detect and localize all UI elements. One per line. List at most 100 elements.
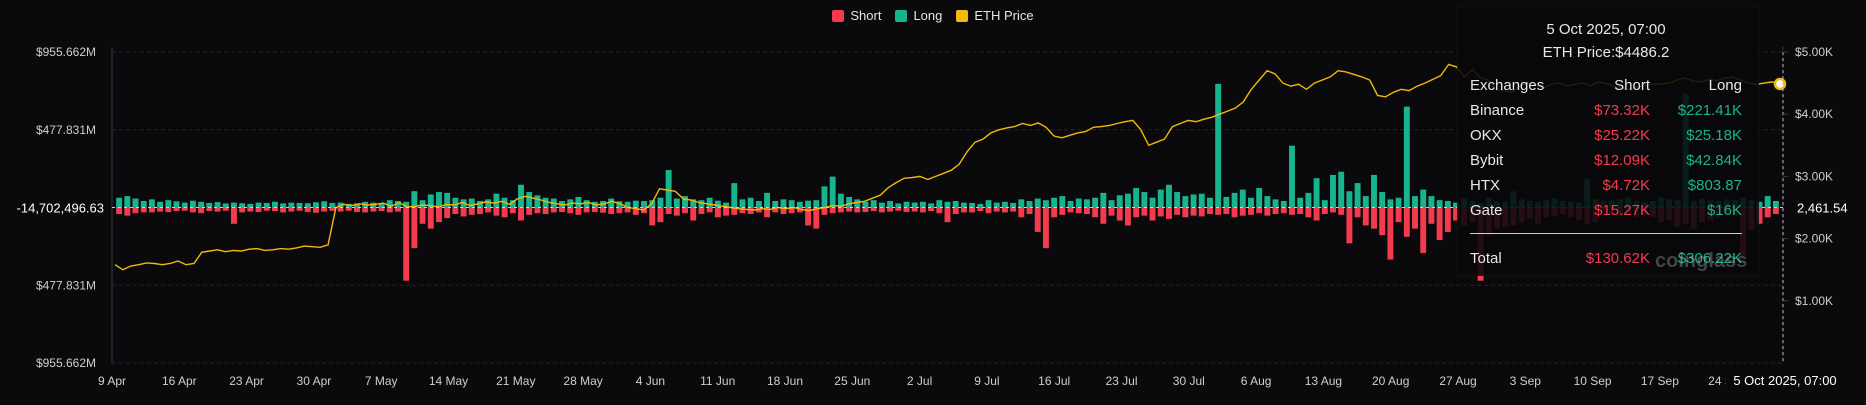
x-axis-tick-label: 27 Aug bbox=[1439, 374, 1476, 388]
short-bar bbox=[1272, 207, 1279, 215]
short-bar bbox=[411, 207, 418, 249]
long-bar bbox=[690, 199, 697, 208]
short-bar bbox=[928, 207, 935, 212]
short-bar bbox=[116, 207, 123, 215]
long-bar bbox=[304, 203, 311, 208]
short-bar bbox=[1083, 207, 1090, 215]
short-bar bbox=[952, 207, 959, 215]
long-bar bbox=[1223, 196, 1230, 208]
left-axis-tick-label: $955.662M bbox=[36, 45, 96, 59]
short-bar bbox=[1354, 207, 1361, 218]
long-bar bbox=[665, 170, 672, 208]
short-bar bbox=[632, 207, 639, 215]
short-bar bbox=[682, 207, 688, 214]
short-bar bbox=[1362, 207, 1369, 226]
long-bar bbox=[247, 203, 254, 208]
short-bar bbox=[714, 207, 721, 218]
tooltip-short-value: $25.22K bbox=[1594, 127, 1650, 144]
long-bar bbox=[682, 196, 688, 208]
long-bar bbox=[862, 201, 869, 208]
long-bar bbox=[485, 199, 492, 208]
short-bar bbox=[690, 207, 697, 221]
short-bar bbox=[723, 207, 729, 216]
short-bar bbox=[485, 207, 492, 213]
tooltip-long-value: $25.18K bbox=[1686, 127, 1742, 144]
long-bar bbox=[411, 191, 418, 208]
short-bar bbox=[960, 207, 967, 213]
short-bar bbox=[1166, 207, 1172, 219]
long-bar bbox=[1280, 200, 1287, 208]
long-bar bbox=[132, 198, 139, 208]
long-bar bbox=[805, 200, 812, 208]
short-bar bbox=[854, 207, 861, 213]
long-bar bbox=[1116, 195, 1123, 208]
legend-swatch-short bbox=[832, 9, 845, 22]
short-bar bbox=[1395, 207, 1402, 223]
short-bar bbox=[1403, 207, 1410, 237]
left-axis-tick-label: $955.662M bbox=[36, 356, 96, 370]
long-bar bbox=[1346, 191, 1353, 208]
short-bar bbox=[969, 207, 976, 213]
long-bar bbox=[739, 199, 746, 208]
long-bar bbox=[1289, 145, 1295, 208]
short-bar bbox=[280, 207, 287, 213]
short-bar bbox=[1108, 207, 1115, 216]
long-bar bbox=[427, 194, 434, 208]
short-bar bbox=[1116, 207, 1123, 221]
long-bar bbox=[1215, 83, 1222, 208]
long-bar bbox=[854, 199, 861, 208]
long-bar bbox=[928, 203, 935, 208]
short-bar bbox=[1428, 207, 1435, 224]
short-bar bbox=[140, 207, 147, 213]
short-bar bbox=[1026, 207, 1033, 215]
x-axis-tick-label: 9 Apr bbox=[98, 374, 126, 388]
coinglass-watermark: coinglass bbox=[1655, 250, 1748, 272]
long-bar bbox=[1026, 200, 1033, 208]
short-bar bbox=[895, 207, 902, 211]
legend-swatch-long bbox=[895, 9, 908, 22]
short-bar bbox=[731, 207, 738, 215]
short-bar bbox=[1124, 207, 1131, 226]
long-bar bbox=[263, 202, 270, 208]
long-bar bbox=[755, 200, 762, 208]
right-axis-tick-label: $4.00K bbox=[1795, 107, 1833, 121]
legend-label-eth-price: ETH Price bbox=[974, 8, 1034, 23]
long-bar bbox=[878, 202, 885, 208]
short-bar bbox=[837, 207, 844, 213]
long-bar bbox=[1100, 192, 1107, 208]
long-bar bbox=[698, 200, 705, 208]
long-bar bbox=[1772, 200, 1779, 208]
long-bar bbox=[288, 202, 295, 208]
short-bar bbox=[1190, 207, 1197, 216]
short-bar bbox=[1141, 207, 1148, 216]
tooltip-long-value: $42.84K bbox=[1686, 152, 1742, 169]
x-axis-tick-label: 23 Apr bbox=[229, 374, 264, 388]
legend-item-short[interactable]: Short bbox=[832, 8, 881, 23]
short-bar bbox=[493, 207, 500, 216]
long-bar bbox=[977, 203, 984, 208]
legend-item-eth-price[interactable]: ETH Price bbox=[956, 8, 1034, 23]
short-bar bbox=[1305, 207, 1312, 218]
long-bar bbox=[632, 200, 639, 208]
short-bar bbox=[829, 207, 836, 214]
short-bar bbox=[222, 207, 229, 211]
legend-item-long[interactable]: Long bbox=[895, 8, 942, 23]
long-bar bbox=[723, 202, 729, 208]
short-bar bbox=[354, 207, 360, 213]
long-bar bbox=[157, 201, 164, 208]
short-bar bbox=[436, 207, 442, 223]
short-bar bbox=[870, 207, 877, 212]
short-bar bbox=[862, 207, 869, 213]
tooltip-total-long: $306.22K bbox=[1677, 250, 1742, 267]
short-bar bbox=[1289, 207, 1295, 215]
x-axis-tick-label: 7 May bbox=[365, 374, 398, 388]
tooltip-exchange: Gate bbox=[1470, 202, 1503, 219]
short-bar bbox=[247, 207, 254, 212]
long-bar bbox=[1174, 192, 1181, 208]
short-bar bbox=[673, 207, 680, 216]
short-bar bbox=[370, 207, 377, 212]
short-bar bbox=[386, 207, 393, 213]
short-bar bbox=[1100, 207, 1107, 224]
x-axis-tick-label: 25 Jun bbox=[834, 374, 870, 388]
long-bar bbox=[1321, 200, 1328, 208]
